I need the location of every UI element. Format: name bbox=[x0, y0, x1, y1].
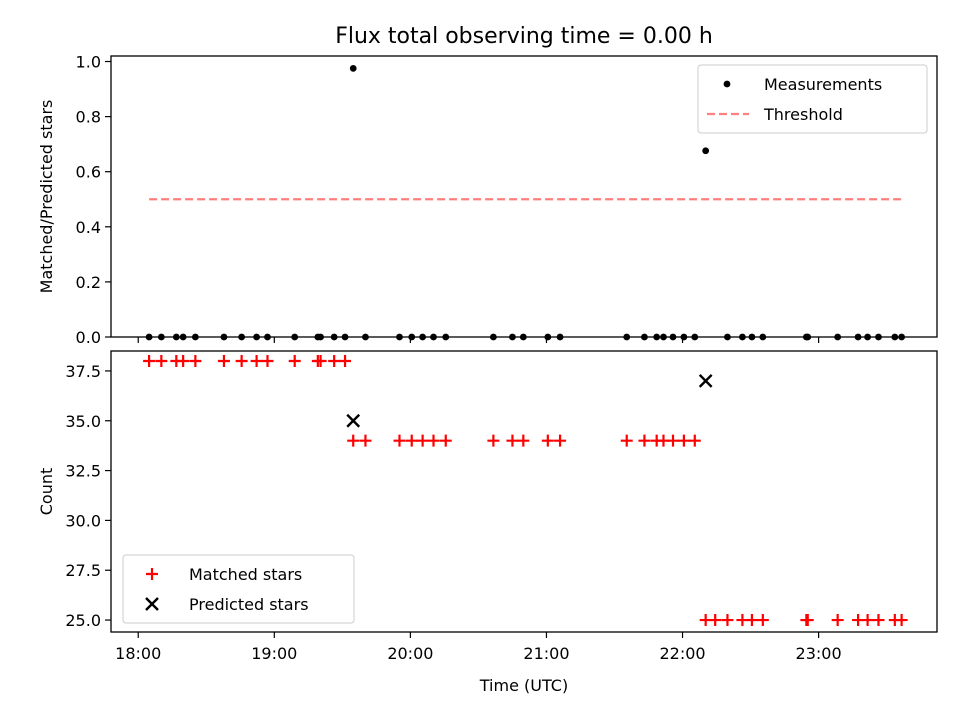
matched-stars-point bbox=[155, 354, 168, 367]
measurements-legend-label: Measurements bbox=[764, 75, 882, 94]
top-legend-box bbox=[697, 64, 928, 134]
top-ytick-label: 0.6 bbox=[76, 163, 101, 182]
matched-stars-point bbox=[688, 434, 701, 447]
predicted-stars-legend-label: Predicted stars bbox=[189, 595, 309, 614]
matched-stars-point bbox=[250, 354, 263, 367]
matched-stars-point bbox=[288, 354, 301, 367]
matched-stars-point bbox=[541, 434, 554, 447]
bottom-ytick-label: 32.5 bbox=[65, 462, 101, 481]
matched-stars-point bbox=[427, 434, 440, 447]
bottom-xtick-label: 18:00 bbox=[115, 644, 161, 663]
matched-stars-point bbox=[895, 614, 908, 627]
bottom-x-axis-label: Time (UTC) bbox=[479, 676, 568, 695]
matched-stars-point bbox=[487, 434, 500, 447]
matched-stars-point bbox=[416, 434, 429, 447]
matched-stars-point bbox=[554, 434, 567, 447]
predicted-stars-point bbox=[346, 413, 361, 428]
top-ytick-label: 0.8 bbox=[76, 108, 101, 127]
top-axes-frame bbox=[110, 55, 938, 338]
matched-stars-point bbox=[347, 434, 360, 447]
matched-stars-legend-label: Matched stars bbox=[189, 565, 302, 584]
predicted-stars-legend-swatch bbox=[145, 597, 159, 611]
bottom-xtick-label: 19:00 bbox=[251, 644, 297, 663]
bottom-axes-counts: 25.0 27.5 30.0 32.5 35.0 37.5 18:00 19:00 20:00 2… bbox=[37, 350, 938, 695]
matched-stars-point bbox=[745, 614, 758, 627]
matched-stars-point bbox=[393, 434, 406, 447]
matched-stars-point bbox=[261, 354, 274, 367]
bottom-y-axis-label: Count bbox=[37, 468, 56, 516]
predicted-stars-point bbox=[698, 374, 713, 388]
matched-stars-point bbox=[872, 614, 885, 627]
matched-stars-point bbox=[620, 434, 633, 447]
bottom-ytick-label: 37.5 bbox=[65, 362, 101, 381]
matched-stars-point bbox=[189, 354, 202, 367]
matched-stars-point bbox=[314, 354, 327, 367]
matched-stars-point bbox=[405, 434, 418, 447]
threshold-legend-label: Threshold bbox=[763, 105, 843, 124]
measurements-point bbox=[349, 64, 357, 72]
top-ytick-label: 1.0 bbox=[76, 53, 101, 72]
bottom-ytick-label: 35.0 bbox=[65, 412, 101, 431]
bottom-xtick-label: 20:00 bbox=[387, 644, 433, 663]
bottom-ytick-label: 27.5 bbox=[65, 561, 101, 580]
bottom-ytick-label: 25.0 bbox=[65, 611, 101, 630]
matched-stars-point bbox=[217, 354, 230, 367]
bottom-legend-box bbox=[122, 554, 355, 624]
matched-stars-legend-swatch bbox=[146, 568, 158, 580]
matched-stars-point bbox=[667, 434, 680, 447]
matched-stars-point bbox=[517, 434, 530, 447]
matched-stars-point bbox=[359, 434, 372, 447]
matched-stars-point bbox=[339, 354, 352, 367]
bottom-axes-frame bbox=[110, 350, 938, 633]
top-axes-measurements: 0.0 0.2 0.4 0.6 0.8 1.0 Matched/Predicted star… bbox=[37, 53, 938, 347]
matched-stars-point bbox=[177, 354, 190, 367]
measurements-point bbox=[702, 147, 710, 155]
top-ytick-label: 0.0 bbox=[76, 328, 101, 347]
bottom-xtick-label: 21:00 bbox=[523, 644, 569, 663]
matched-stars-point bbox=[328, 354, 341, 367]
top-ytick-label: 0.4 bbox=[76, 218, 101, 237]
bottom-ytick-label: 30.0 bbox=[65, 511, 101, 530]
chart-title: Flux total observing time = 0.00 h bbox=[335, 24, 713, 49]
bottom-legend: Matched stars Predicted stars bbox=[122, 554, 355, 624]
matched-stars-point bbox=[709, 614, 722, 627]
matched-stars-point bbox=[235, 354, 248, 367]
top-legend: Measurements Threshold bbox=[697, 64, 928, 134]
matched-stars-point bbox=[439, 434, 452, 447]
matched-stars-point bbox=[831, 614, 844, 627]
bottom-xtick-label: 22:00 bbox=[659, 644, 705, 663]
matched-stars-point bbox=[677, 434, 690, 447]
top-ytick-label: 0.2 bbox=[76, 273, 101, 292]
matched-stars-point bbox=[638, 434, 651, 447]
top-y-axis-label: Matched/Predicted stars bbox=[37, 100, 56, 294]
matched-stars-point bbox=[721, 614, 734, 627]
measurements-legend-swatch bbox=[723, 80, 731, 88]
matched-stars-point bbox=[801, 614, 814, 627]
matched-stars-point bbox=[861, 614, 874, 627]
matched-stars-point bbox=[756, 614, 769, 627]
matched-stars-point bbox=[143, 354, 156, 367]
bottom-xtick-label: 23:00 bbox=[796, 644, 842, 663]
matched-stars-point bbox=[506, 434, 519, 447]
